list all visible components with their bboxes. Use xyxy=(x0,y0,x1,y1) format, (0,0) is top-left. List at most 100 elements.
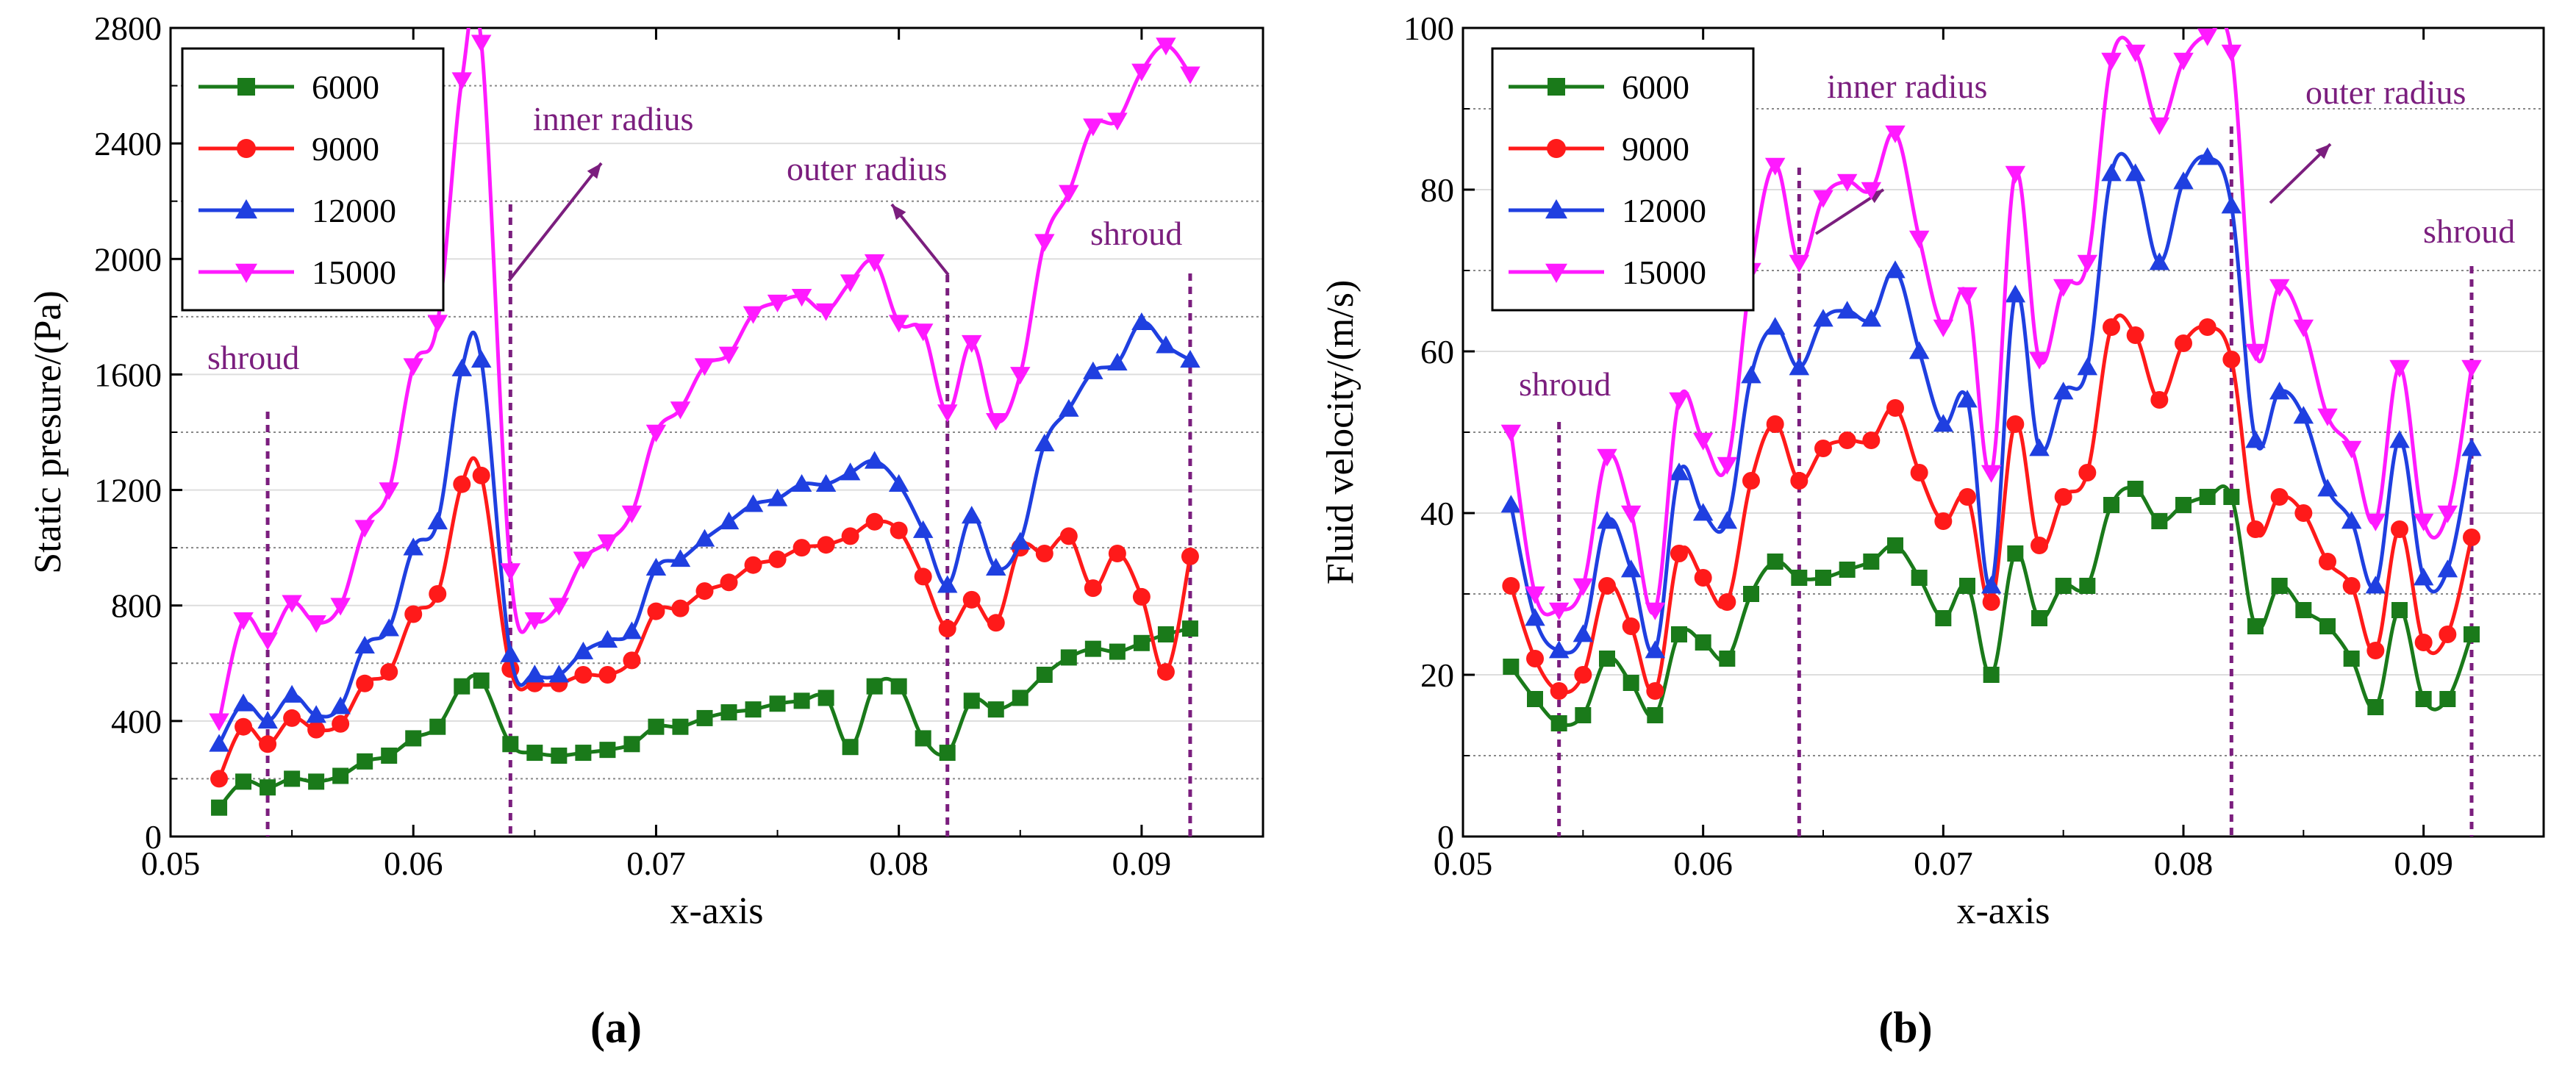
data-point xyxy=(987,614,1005,632)
data-point xyxy=(1692,503,1714,521)
legend-label: 15000 xyxy=(1622,254,1706,291)
data-point xyxy=(1180,350,1201,368)
data-point xyxy=(235,199,257,219)
x-axis-title: x-axis xyxy=(670,890,763,932)
data-point xyxy=(694,529,715,547)
x-tick-label: 0.09 xyxy=(2394,845,2453,882)
data-point xyxy=(2294,504,2313,522)
data-point xyxy=(2126,326,2144,344)
data-point xyxy=(1035,545,1053,562)
data-point xyxy=(864,451,885,469)
data-point xyxy=(2055,578,2072,594)
data-point xyxy=(696,709,713,726)
data-point xyxy=(767,294,788,312)
data-point xyxy=(864,254,885,272)
data-point xyxy=(1813,309,1833,327)
y-tick-label: 800 xyxy=(111,587,162,625)
data-point xyxy=(2365,513,2386,531)
data-point xyxy=(2461,359,2482,378)
data-point xyxy=(1766,415,1784,433)
data-point xyxy=(937,404,958,423)
data-point xyxy=(233,612,254,631)
data-point xyxy=(1764,157,1786,176)
data-point xyxy=(2293,406,2314,424)
data-point xyxy=(209,734,229,752)
data-point xyxy=(1010,367,1031,385)
data-point xyxy=(2293,319,2314,337)
data-point xyxy=(2079,578,2096,594)
y-tick-label: 1200 xyxy=(94,472,162,509)
y-tick-label: 40 xyxy=(1420,495,1454,532)
data-point xyxy=(2221,44,2242,62)
data-point xyxy=(2101,52,2122,71)
data-point xyxy=(2341,511,2362,529)
data-point xyxy=(1935,610,1952,626)
data-point xyxy=(2464,626,2480,642)
data-point xyxy=(472,466,490,484)
annotation-label: outer radius xyxy=(2305,74,2466,111)
data-point xyxy=(2198,318,2217,336)
data-point xyxy=(2197,147,2218,165)
y-tick-label: 1600 xyxy=(94,356,162,393)
data-point xyxy=(306,705,326,723)
data-point xyxy=(2413,567,2434,586)
series-group xyxy=(1500,28,2482,731)
data-point xyxy=(526,745,543,762)
data-point xyxy=(645,557,667,576)
data-point xyxy=(2389,430,2410,448)
data-point xyxy=(840,274,861,293)
y-tick-label: 2400 xyxy=(94,125,162,162)
data-point xyxy=(2245,430,2266,448)
annotation-arrowhead xyxy=(892,204,906,221)
data-point xyxy=(937,575,958,593)
data-point xyxy=(2319,618,2336,634)
data-point xyxy=(233,693,254,712)
data-point xyxy=(235,717,253,736)
data-point xyxy=(767,488,788,506)
data-point xyxy=(1767,554,1783,570)
data-point xyxy=(1181,547,1199,565)
data-point xyxy=(2437,505,2458,523)
data-point xyxy=(1545,263,1567,283)
data-point xyxy=(451,358,473,376)
data-point xyxy=(912,323,934,342)
data-point xyxy=(2053,279,2074,297)
data-point xyxy=(2103,318,2120,336)
y-tick-label: 100 xyxy=(1403,10,1454,47)
data-point xyxy=(1599,651,1615,667)
data-point xyxy=(2150,391,2169,409)
data-point xyxy=(888,315,909,333)
x-tick-label: 0.08 xyxy=(869,845,929,882)
data-point xyxy=(1180,66,1201,85)
data-point xyxy=(1669,462,1689,481)
data-point xyxy=(2077,254,2098,273)
data-point xyxy=(1862,431,1881,449)
data-point xyxy=(2029,438,2050,456)
data-point xyxy=(2077,357,2098,376)
x-tick-label: 0.07 xyxy=(1914,845,1973,882)
data-point xyxy=(1836,173,1858,192)
data-point xyxy=(645,424,667,443)
data-point xyxy=(235,263,257,283)
data-point xyxy=(986,412,1006,431)
data-point xyxy=(356,674,374,692)
data-point xyxy=(2221,196,2242,214)
data-point xyxy=(2391,520,2408,538)
legend-label: 9000 xyxy=(312,130,379,168)
data-point xyxy=(938,620,956,638)
data-point xyxy=(257,632,278,651)
data-point xyxy=(2247,618,2264,634)
data-point xyxy=(1863,554,1880,570)
data-point xyxy=(1108,545,1126,562)
x-tick-label: 0.09 xyxy=(1112,845,1172,882)
data-point xyxy=(1717,456,1738,475)
data-point xyxy=(1717,511,1738,529)
data-point xyxy=(1692,432,1714,451)
data-point xyxy=(1622,675,1639,691)
data-point xyxy=(817,536,835,554)
data-point xyxy=(405,730,422,747)
data-point xyxy=(2151,513,2168,529)
series-line-9000 xyxy=(217,456,1192,780)
data-point xyxy=(2175,334,2192,352)
